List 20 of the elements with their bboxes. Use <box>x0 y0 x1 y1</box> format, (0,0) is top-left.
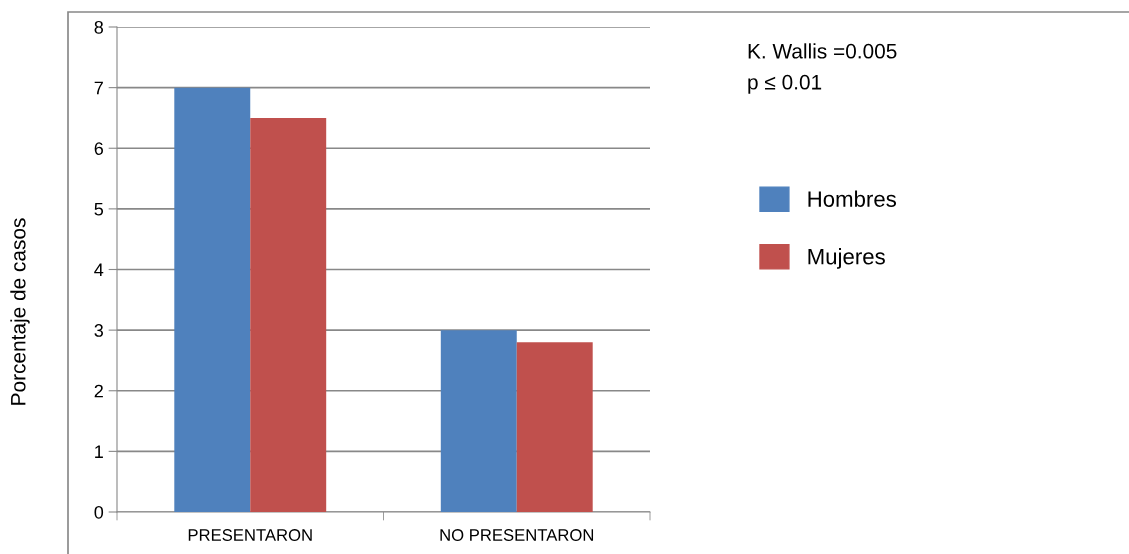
legend-label: Hombres <box>808 190 897 207</box>
y-tick-label: 1 <box>95 445 103 458</box>
bar <box>516 342 593 512</box>
y-tick-label: 3 <box>94 324 104 337</box>
y-tick-label: 6 <box>94 142 104 155</box>
x-tick-label: PRESENTARON <box>188 529 312 541</box>
y-tick-label: 0 <box>94 505 104 519</box>
text: K. Wallis =0.005 <box>748 43 897 59</box>
bar <box>440 330 517 512</box>
x-tick-label: NO PRESENTARON <box>440 529 594 541</box>
y-tick-label: 5 <box>94 203 104 216</box>
y-tick-label: 4 <box>94 263 104 277</box>
y-tick-label: 8 <box>94 20 104 34</box>
bar <box>250 117 327 512</box>
y-tick-label: 2 <box>94 384 103 398</box>
y-axis-title: Porcentaje de casos <box>10 218 30 405</box>
text: p ≤ 0.01 <box>748 74 822 94</box>
legend-label: Mujeres <box>808 248 885 269</box>
y-tick-label: 7 <box>94 81 103 95</box>
bar <box>174 87 251 512</box>
